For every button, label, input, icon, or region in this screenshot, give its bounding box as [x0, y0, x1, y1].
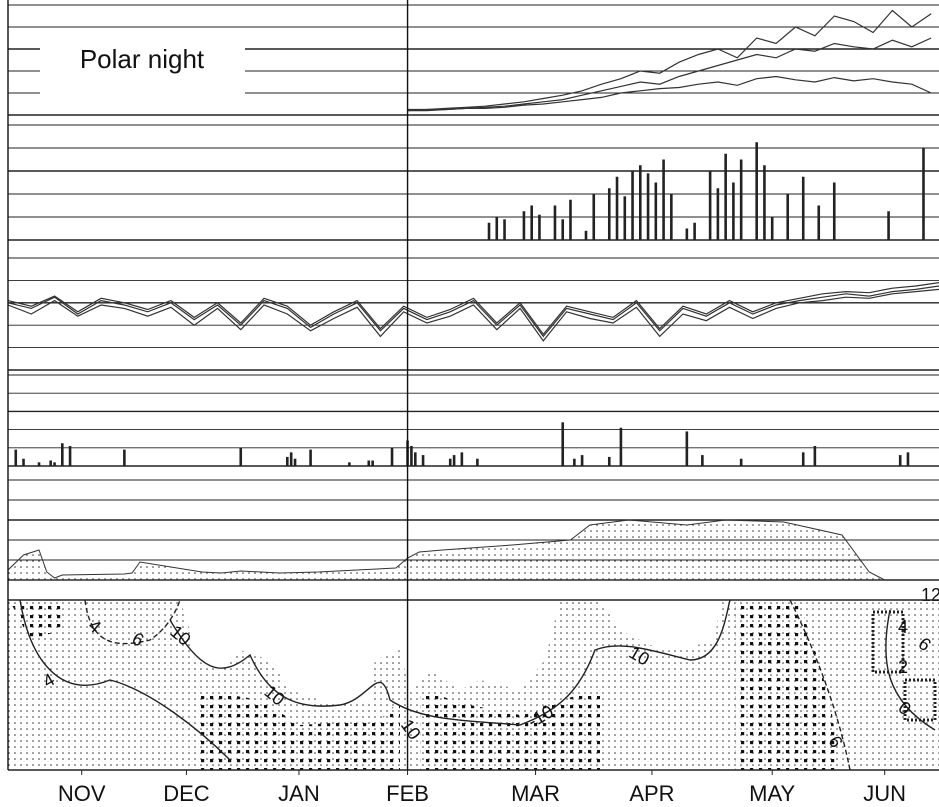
bar: [22, 458, 25, 466]
bar: [293, 458, 297, 466]
bar: [286, 456, 289, 466]
bar: [414, 452, 417, 466]
x-tick-label: APR: [629, 781, 674, 806]
bar: [584, 230, 588, 240]
contour-label: 12: [921, 585, 939, 605]
bar: [569, 199, 572, 240]
area-series: [7, 519, 885, 581]
bar: [887, 211, 890, 240]
bar: [619, 427, 623, 466]
polar-night-label: Polar night: [80, 44, 205, 74]
bar: [538, 214, 541, 240]
bar: [607, 456, 611, 466]
bar: [14, 449, 18, 466]
bar: [685, 228, 689, 240]
bar: [309, 449, 312, 466]
bar: [739, 458, 743, 466]
bar: [495, 217, 499, 240]
line-series: [7, 288, 939, 342]
bar: [701, 455, 704, 466]
bar: [239, 447, 243, 466]
bar: [487, 222, 491, 240]
bar: [654, 182, 658, 240]
bar: [561, 422, 565, 466]
x-tick-label: JUN: [863, 781, 906, 806]
x-tick-label: JAN: [278, 781, 320, 806]
bar: [61, 443, 64, 466]
contour-field: [8, 599, 939, 771]
bar: [367, 460, 371, 466]
bar: [685, 431, 689, 466]
bar: [522, 211, 526, 240]
bar: [580, 455, 584, 466]
x-tick-label: FEB: [386, 781, 429, 806]
bar: [503, 219, 506, 240]
bar: [289, 452, 293, 466]
bar: [623, 196, 627, 240]
x-tick-label: DEC: [163, 781, 210, 806]
bar: [906, 452, 910, 466]
bar: [452, 455, 456, 466]
bar: [476, 458, 479, 466]
bar: [49, 460, 52, 466]
x-tick-label: MAR: [511, 781, 560, 806]
bar: [770, 217, 774, 240]
bar: [724, 153, 727, 240]
bar: [763, 165, 766, 240]
bar: [922, 148, 925, 240]
bar: [460, 452, 464, 466]
bar: [786, 194, 790, 240]
bar: [561, 219, 565, 240]
bar: [37, 462, 41, 466]
bar: [123, 449, 126, 466]
line-series: [407, 37, 932, 112]
bar: [573, 458, 576, 466]
bar: [755, 142, 758, 240]
line-series: [7, 285, 939, 338]
bar: [646, 173, 650, 240]
bar: [553, 205, 557, 240]
bar: [448, 458, 452, 466]
polar-night-box: [40, 33, 245, 103]
bar: [662, 159, 665, 240]
bar: [670, 194, 673, 240]
contour-label: 2: [898, 657, 908, 677]
bar: [592, 194, 596, 240]
bar: [693, 222, 696, 240]
bar: [53, 462, 56, 466]
bar: [410, 445, 413, 466]
bar: [832, 182, 836, 240]
contour-label: 4: [898, 617, 908, 637]
bar: [68, 445, 72, 466]
bar: [898, 455, 902, 466]
x-tick-label: NOV: [58, 781, 106, 806]
bar: [739, 159, 743, 240]
bar: [801, 452, 805, 466]
bar: [421, 455, 425, 466]
bar: [716, 188, 720, 240]
line-series: [407, 75, 932, 112]
bar: [817, 205, 821, 240]
line-series: [407, 9, 932, 111]
bar: [801, 176, 805, 240]
bar: [639, 165, 642, 240]
bar: [348, 462, 351, 466]
line-series: [7, 282, 939, 336]
x-tick-label: MAY: [749, 781, 795, 806]
bar: [732, 182, 735, 240]
bar: [371, 460, 374, 466]
bar: [813, 445, 817, 466]
bar: [530, 205, 533, 240]
bar: [708, 171, 712, 240]
bar: [615, 176, 619, 240]
bar: [607, 188, 611, 240]
bar: [390, 447, 394, 466]
bar: [631, 171, 634, 240]
